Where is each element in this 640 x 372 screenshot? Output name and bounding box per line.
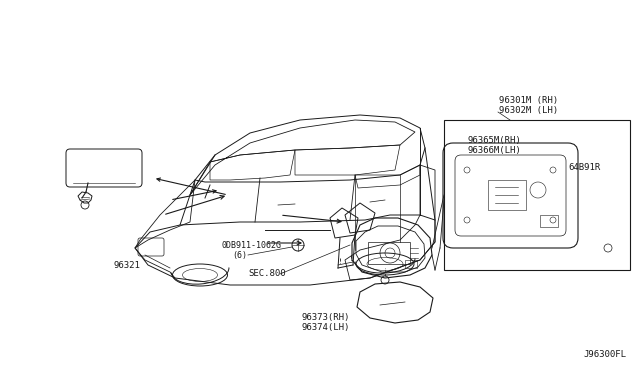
Text: 96321: 96321 [113, 261, 140, 270]
Text: 96302M (LH): 96302M (LH) [499, 106, 558, 115]
Text: 96373(RH): 96373(RH) [302, 313, 350, 322]
Text: J96300FL: J96300FL [583, 350, 626, 359]
Text: 64B91R: 64B91R [568, 163, 600, 172]
Bar [540, 215, 558, 227]
Bar [368, 242, 410, 264]
Bar [444, 120, 630, 270]
Text: 96301M (RH): 96301M (RH) [499, 96, 558, 105]
Text: 96365M(RH): 96365M(RH) [468, 136, 522, 145]
Text: 0DB911-1062G: 0DB911-1062G [222, 241, 282, 250]
Text: (6): (6) [232, 251, 247, 260]
Bar [488, 180, 526, 210]
Text: SEC.800: SEC.800 [248, 269, 285, 278]
Bar [405, 260, 417, 268]
Text: 96366M(LH): 96366M(LH) [468, 146, 522, 155]
Text: 96374(LH): 96374(LH) [302, 323, 350, 332]
